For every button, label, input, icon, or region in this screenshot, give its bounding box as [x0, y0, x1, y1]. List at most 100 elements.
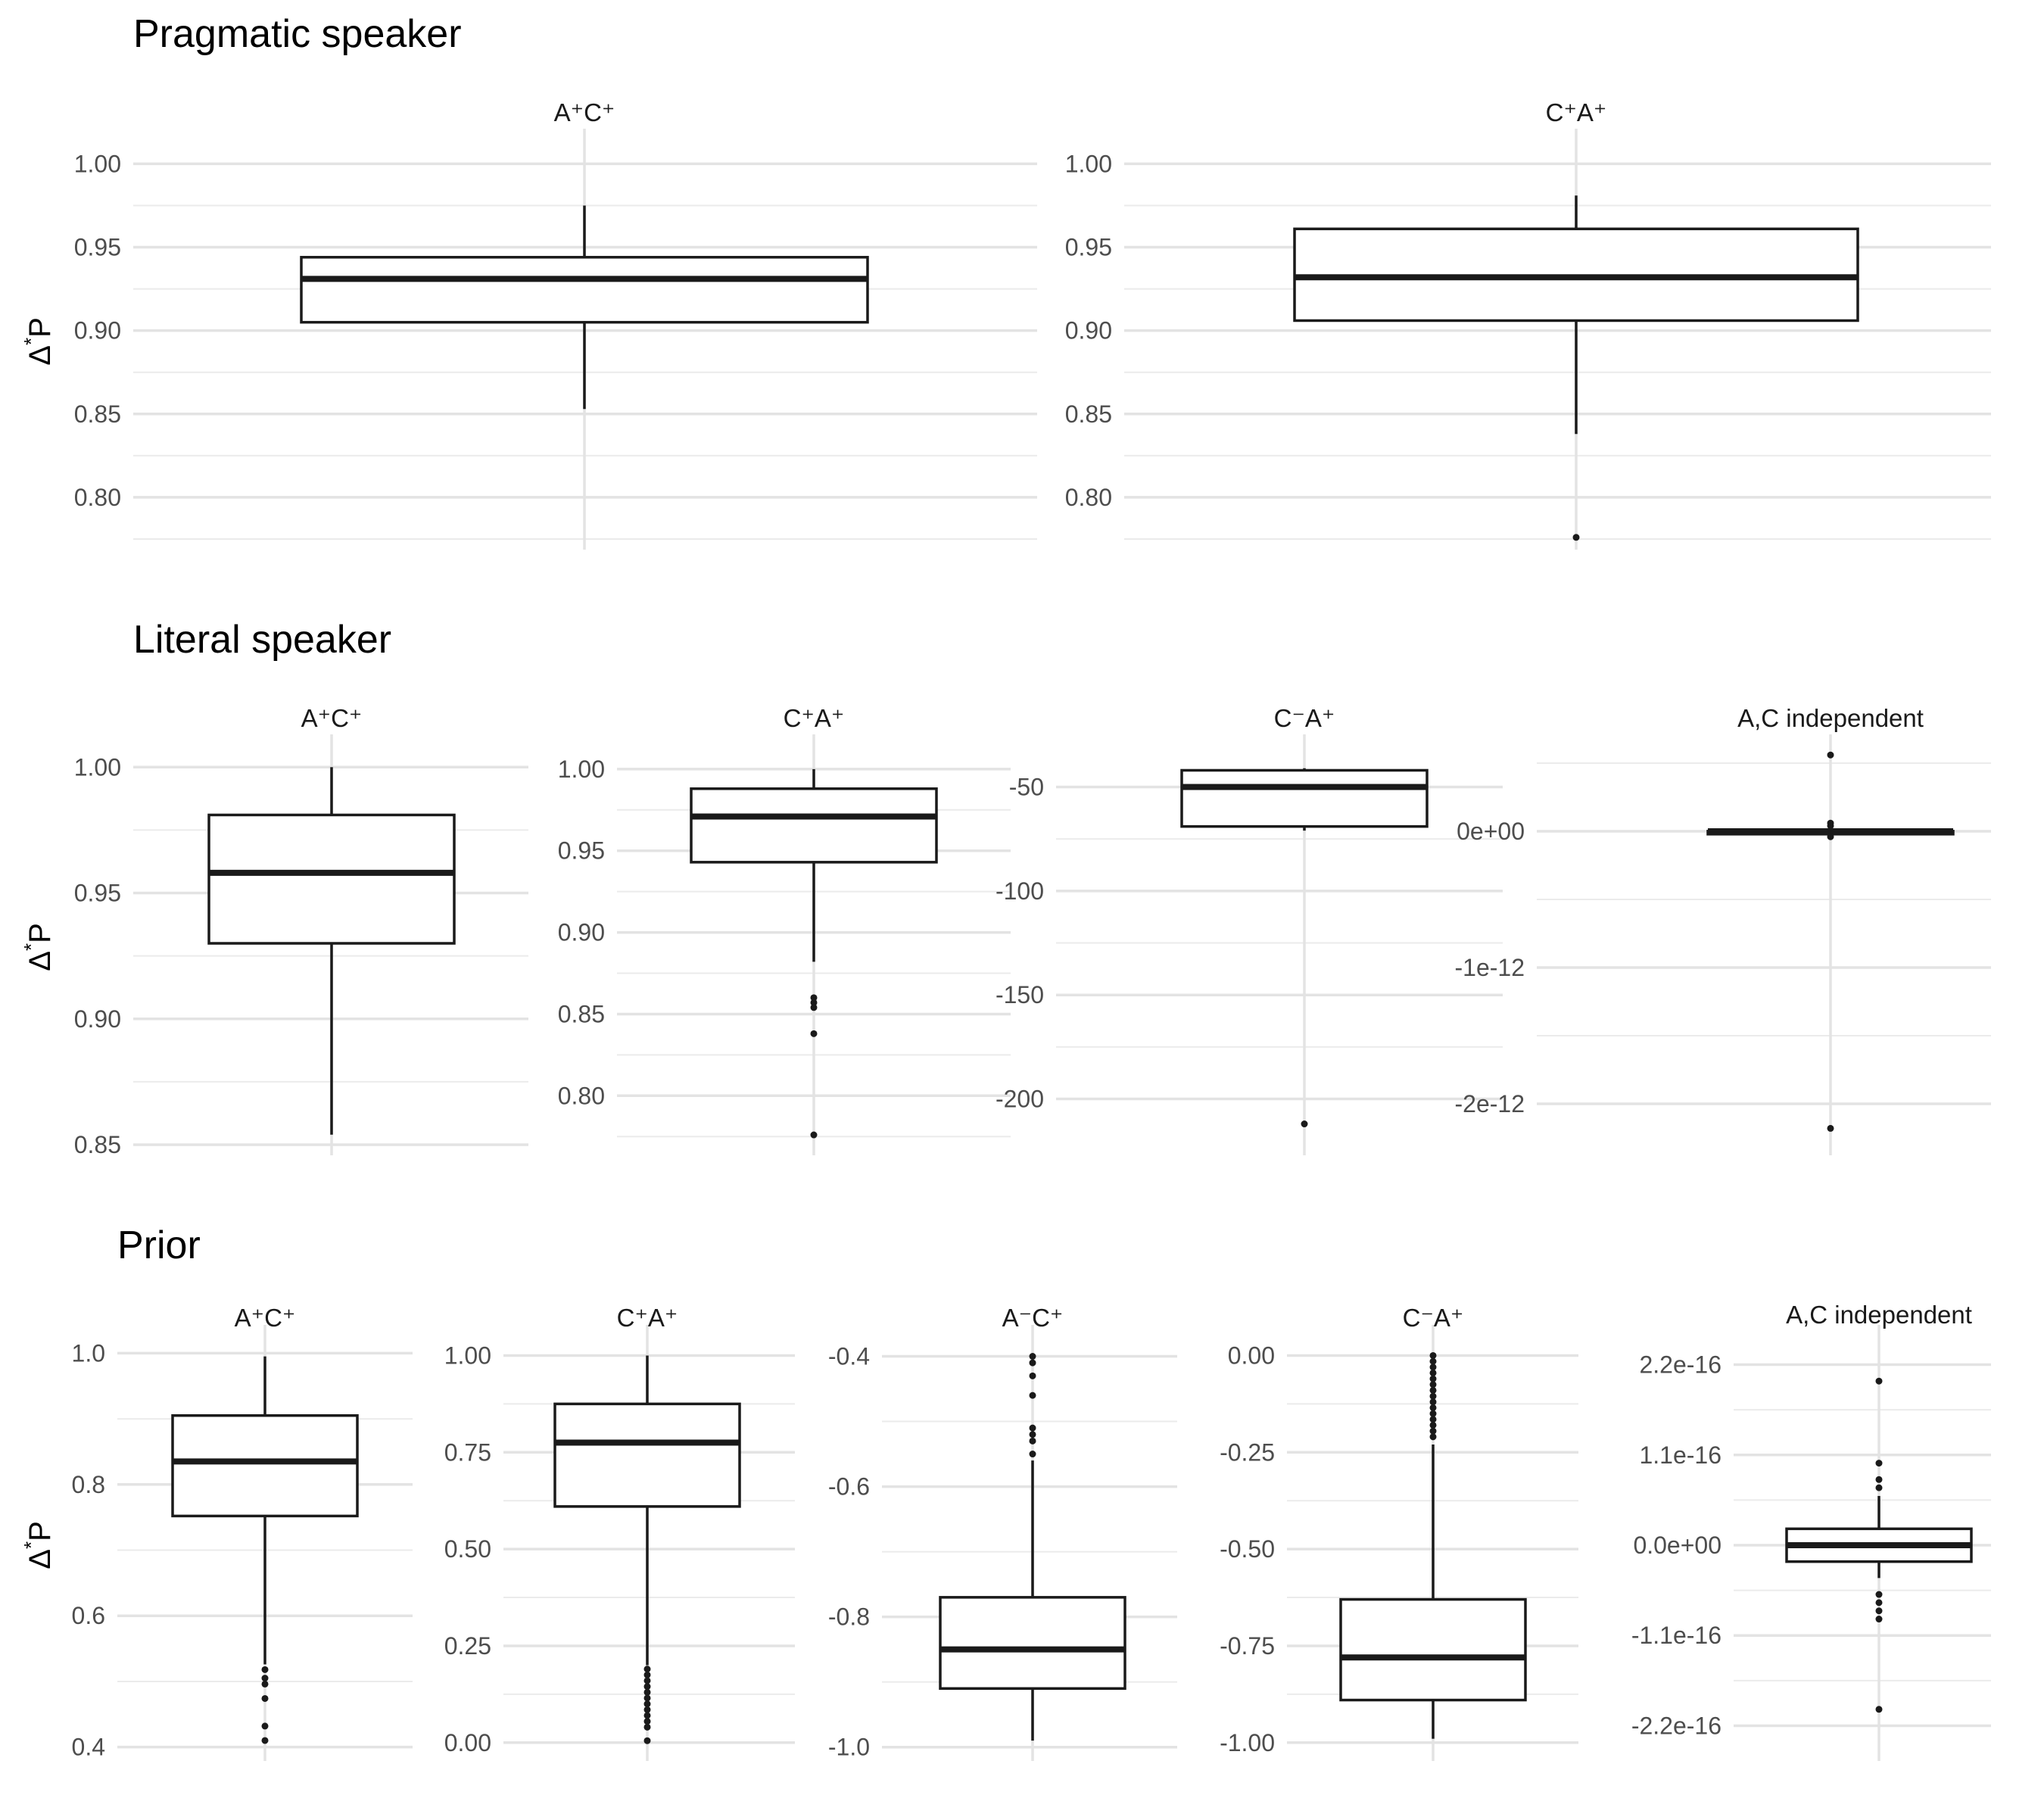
y-tick-label: -0.6 [828, 1473, 870, 1501]
y-tick-label: 0.25 [444, 1632, 491, 1660]
outlier-point [810, 999, 818, 1006]
outlier-point [1429, 1386, 1437, 1394]
y-tick-label: -1.00 [1220, 1729, 1275, 1756]
y-tick-label: 0.00 [1228, 1342, 1275, 1369]
outlier-point [1029, 1424, 1036, 1432]
y-tick-label: 0.95 [558, 837, 605, 865]
outlier-point [643, 1671, 651, 1678]
y-tick-label: -0.8 [828, 1604, 870, 1631]
y-tick-label: 0.80 [558, 1082, 605, 1109]
y-tick-label: 0.85 [558, 1000, 605, 1027]
y-tick-label: -0.50 [1220, 1535, 1275, 1563]
panel-title: A⁺C⁺ [235, 1304, 296, 1332]
outlier-point [643, 1737, 651, 1744]
y-tick-label: 0.95 [74, 880, 121, 907]
y-axis-label: Δ*P [20, 1521, 57, 1569]
facet-row: Pragmatic speaker 1.00 0.95 0.90 0.85 0.80 A⁺C… [20, 12, 1991, 550]
panel-title: A⁻C⁺ [1002, 1304, 1064, 1332]
outlier-point [261, 1680, 269, 1688]
facet-panel: 1.00 0.95 0.90 0.85 A⁺C⁺ [74, 704, 528, 1158]
y-tick-label: 0.75 [444, 1438, 491, 1466]
y-tick-label: -100 [996, 877, 1044, 905]
outlier-point [1827, 1124, 1834, 1132]
outlier-point [1429, 1369, 1437, 1376]
y-tick-label: 0.0e+00 [1633, 1532, 1722, 1559]
outlier-point [1429, 1398, 1437, 1406]
outlier-point [1429, 1364, 1437, 1371]
outlier-point [1875, 1377, 1883, 1385]
outlier-point [1572, 534, 1580, 541]
y-axis-label: Δ*P [20, 923, 57, 971]
y-tick-label: -1.1e-16 [1631, 1622, 1722, 1649]
outlier-point [643, 1694, 651, 1702]
y-tick-label: 0.00 [444, 1729, 491, 1756]
row-title: Pragmatic speaker [133, 12, 462, 56]
panel-title: C⁻A⁺ [1403, 1304, 1464, 1332]
outlier-point [1827, 822, 1834, 830]
y-tick-label: 1.00 [1065, 150, 1112, 177]
outlier-point [643, 1723, 651, 1731]
y-tick-label: 0.6 [72, 1602, 105, 1629]
outlier-point [1875, 1706, 1883, 1713]
facet-panel: 1.00 0.95 0.90 0.85 0.80 C⁺A⁺ [558, 704, 1011, 1155]
outlier-point [1429, 1404, 1437, 1411]
outlier-point [1875, 1484, 1883, 1491]
facet-panel: 1.00 0.95 0.90 0.85 0.80 C⁺A⁺ [1065, 98, 1991, 550]
box-iqr [690, 787, 938, 864]
box-iqr [1339, 1597, 1527, 1702]
facet-row: Literal speaker 1.00 0.95 0.90 0.85 A⁺C⁺ 1.00 0… [20, 618, 1991, 1158]
outlier-point [810, 1030, 818, 1037]
outlier-point [261, 1694, 269, 1702]
outlier-point [1875, 1591, 1883, 1598]
y-tick-label: 0.95 [1065, 234, 1112, 261]
outlier-point [261, 1666, 269, 1673]
outlier-point [810, 994, 818, 1002]
facet-panel: -0.4 -0.6 -0.8 -1.0 A⁻C⁺ [828, 1304, 1177, 1761]
outlier-point [1875, 1616, 1883, 1623]
y-tick-label: -150 [996, 981, 1044, 1008]
y-tick-label: 0.50 [444, 1535, 491, 1563]
y-tick-label: 0.95 [74, 234, 121, 261]
y-tick-label: 1.0 [72, 1339, 105, 1367]
outlier-point [1429, 1357, 1437, 1365]
outlier-point [1029, 1372, 1036, 1379]
outlier-point [1429, 1421, 1437, 1429]
y-tick-label: 0.90 [1065, 317, 1112, 344]
box-iqr [1180, 768, 1429, 828]
outlier-point [1429, 1427, 1437, 1435]
box-iqr [553, 1402, 741, 1508]
y-tick-label: 1.00 [444, 1342, 491, 1369]
facet-panel: 1.0 0.8 0.6 0.4 A⁺C⁺ [72, 1304, 413, 1761]
facet-panel: 1.00 0.95 0.90 0.85 0.80 A⁺C⁺ [74, 98, 1037, 550]
outlier-point [1429, 1416, 1437, 1423]
y-tick-label: 0.90 [558, 919, 605, 946]
y-tick-label: 0.85 [74, 1131, 121, 1158]
y-tick-label: 0.90 [74, 317, 121, 344]
y-tick-label: 0e+00 [1457, 818, 1525, 845]
y-tick-label: 1.1e-16 [1639, 1441, 1722, 1469]
box-iqr [207, 813, 456, 945]
y-axis-label: Δ*P [20, 317, 57, 366]
facet-panel: 1.00 0.75 0.50 0.25 0.00 C⁺A⁺ [444, 1304, 795, 1761]
y-tick-label: -1e-12 [1455, 954, 1525, 981]
y-tick-label: 0.80 [74, 484, 121, 511]
row-title: Prior [117, 1223, 201, 1267]
y-tick-label: -200 [996, 1086, 1044, 1113]
outlier-point [1429, 1410, 1437, 1417]
outlier-point [643, 1666, 651, 1673]
panel-title: C⁺A⁺ [784, 704, 845, 732]
y-tick-label: -2.2e-16 [1631, 1712, 1722, 1739]
outlier-point [810, 1004, 818, 1011]
y-tick-label: 0.80 [1065, 484, 1112, 511]
y-tick-label: 2.2e-16 [1639, 1351, 1722, 1379]
outlier-point [1429, 1381, 1437, 1388]
outlier-point [810, 1131, 818, 1139]
y-tick-label: -2e-12 [1455, 1090, 1525, 1117]
outlier-point [1429, 1433, 1437, 1441]
facet-panel: -50 -100 -150 -200 C⁻A⁺ [996, 704, 1503, 1155]
y-tick-label: -1.0 [828, 1734, 870, 1761]
outlier-point [1429, 1392, 1437, 1400]
y-tick-label: 0.8 [72, 1471, 105, 1498]
